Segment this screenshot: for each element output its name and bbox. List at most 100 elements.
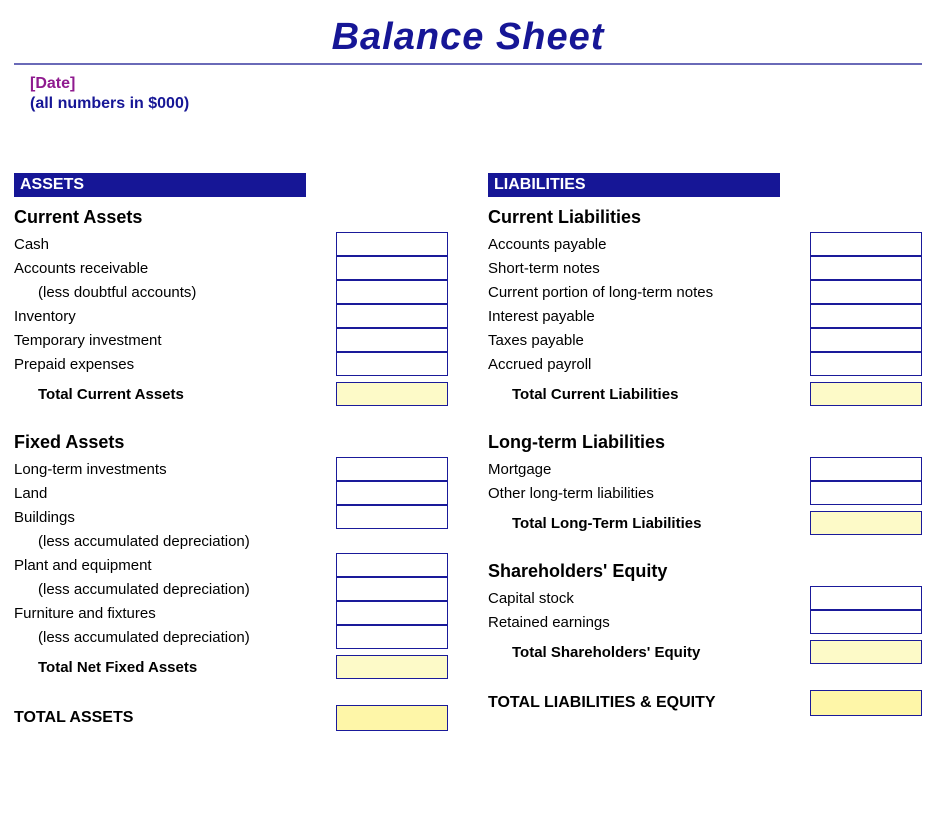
value-cell[interactable] (336, 577, 448, 601)
line-item-label: Accounts payable (488, 232, 808, 256)
grand-total-cell[interactable] (810, 690, 922, 716)
line-item-row: Plant and equipment (14, 553, 448, 577)
line-item-label: Long-term investments (14, 457, 334, 481)
total-cell[interactable] (810, 640, 922, 664)
line-item-row: Total Current Assets (14, 382, 448, 406)
line-item-row: Taxes payable (488, 328, 922, 352)
line-item-row: Retained earnings (488, 610, 922, 634)
page-title: Balance Sheet (14, 16, 922, 59)
value-cell[interactable] (336, 256, 448, 280)
line-item-label: Land (14, 481, 334, 505)
title-underline (14, 63, 922, 65)
line-item-row: Buildings (14, 505, 448, 529)
units-note: (all numbers in $000) (30, 95, 922, 113)
line-item-row: Total Shareholders' Equity (488, 640, 922, 664)
line-item-row: Furniture and fixtures (14, 601, 448, 625)
line-item-label: Retained earnings (488, 610, 808, 634)
assets-section: Current AssetsCashAccounts receivable(le… (14, 207, 448, 406)
line-item-row: Accounts payable (488, 232, 922, 256)
value-cell[interactable] (336, 232, 448, 256)
line-item-row: (less accumulated depreciation) (14, 577, 448, 601)
total-cell[interactable] (810, 511, 922, 535)
value-cell[interactable] (336, 481, 448, 505)
line-item-label: Inventory (14, 304, 334, 328)
line-item-label: Current portion of long-term notes (488, 280, 808, 304)
line-item-row: Inventory (14, 304, 448, 328)
liabilities-grand-total-row: TOTAL LIABILITIES & EQUITY (488, 690, 922, 716)
total-cell[interactable] (336, 655, 448, 679)
assets-header: ASSETS (14, 173, 306, 197)
value-cell[interactable] (336, 280, 448, 304)
value-cell[interactable] (336, 304, 448, 328)
grand-total-label: TOTAL ASSETS (14, 705, 334, 731)
line-item-row: Capital stock (488, 586, 922, 610)
line-item-row: (less accumulated depreciation) (14, 529, 448, 553)
value-cell[interactable] (810, 280, 922, 304)
line-item-row: Total Long-Term Liabilities (488, 511, 922, 535)
line-item-label: Mortgage (488, 457, 808, 481)
liabilities-column: LIABILITIES Current Liabilities Accounts p… (488, 173, 922, 731)
total-cell[interactable] (336, 382, 448, 406)
value-cell[interactable] (810, 610, 922, 634)
value-cell[interactable] (336, 352, 448, 376)
line-item-row: Short-term notes (488, 256, 922, 280)
line-item-label: Total Current Assets (14, 382, 334, 406)
line-item-label: (less doubtful accounts) (14, 280, 334, 304)
line-item-label: Total Net Fixed Assets (14, 655, 334, 679)
assets-grand-total-row: TOTAL ASSETS (14, 705, 448, 731)
value-cell[interactable] (810, 586, 922, 610)
liabilities-section: Current Liabilities Accounts payableShort… (488, 207, 922, 406)
line-item-label: Total Shareholders' Equity (488, 640, 808, 664)
line-item-row: Temporary investment (14, 328, 448, 352)
assets-column: ASSETS Current AssetsCashAccounts receiva… (14, 173, 448, 731)
value-cell[interactable] (810, 304, 922, 328)
subsection-title: Fixed Assets (14, 432, 448, 453)
value-cell[interactable] (336, 505, 448, 529)
line-item-label: Taxes payable (488, 328, 808, 352)
columns: ASSETS Current AssetsCashAccounts receiva… (14, 173, 922, 731)
value-cell[interactable] (336, 625, 448, 649)
line-item-row: Land (14, 481, 448, 505)
line-item-row: Total Net Fixed Assets (14, 655, 448, 679)
value-cell[interactable] (810, 328, 922, 352)
line-item-label: Plant and equipment (14, 553, 334, 577)
line-item-label: Furniture and fixtures (14, 601, 334, 625)
subsection-title: Current Liabilities (488, 207, 922, 228)
line-item-label: Buildings (14, 505, 334, 529)
line-item-label: Other long-term liabilities (488, 481, 808, 505)
line-item-label: Accounts receivable (14, 256, 334, 280)
line-item-label: Accrued payroll (488, 352, 808, 376)
value-cell[interactable] (810, 352, 922, 376)
value-cell (336, 529, 448, 553)
value-cell[interactable] (336, 553, 448, 577)
line-item-label: Total Current Liabilities (488, 382, 808, 406)
total-cell[interactable] (810, 382, 922, 406)
line-item-row: Current portion of long-term notes (488, 280, 922, 304)
line-item-row: Other long-term liabilities (488, 481, 922, 505)
liabilities-section: Shareholders' Equity Capital stockRetaine… (488, 561, 922, 664)
line-item-label: Total Long-Term Liabilities (488, 511, 808, 535)
line-item-label: Prepaid expenses (14, 352, 334, 376)
line-item-row: Total Current Liabilities (488, 382, 922, 406)
line-item-label: (less accumulated depreciation) (14, 625, 334, 649)
line-item-label: (less accumulated depreciation) (14, 529, 334, 553)
value-cell[interactable] (810, 232, 922, 256)
value-cell[interactable] (810, 481, 922, 505)
value-cell[interactable] (336, 601, 448, 625)
subsection-title: Long-term Liabilities (488, 432, 922, 453)
grand-total-cell[interactable] (336, 705, 448, 731)
liabilities-header: LIABILITIES (488, 173, 780, 197)
value-cell[interactable] (810, 457, 922, 481)
grand-total-label: TOTAL LIABILITIES & EQUITY (488, 690, 808, 716)
subsection-title: Shareholders' Equity (488, 561, 922, 582)
value-cell[interactable] (336, 328, 448, 352)
line-item-row: (less accumulated depreciation) (14, 625, 448, 649)
line-item-label: (less accumulated depreciation) (14, 577, 334, 601)
value-cell[interactable] (336, 457, 448, 481)
line-item-label: Cash (14, 232, 334, 256)
date-placeholder: [Date] (30, 75, 922, 93)
line-item-row: Long-term investments (14, 457, 448, 481)
line-item-row: Accounts receivable (14, 256, 448, 280)
line-item-label: Capital stock (488, 586, 808, 610)
value-cell[interactable] (810, 256, 922, 280)
